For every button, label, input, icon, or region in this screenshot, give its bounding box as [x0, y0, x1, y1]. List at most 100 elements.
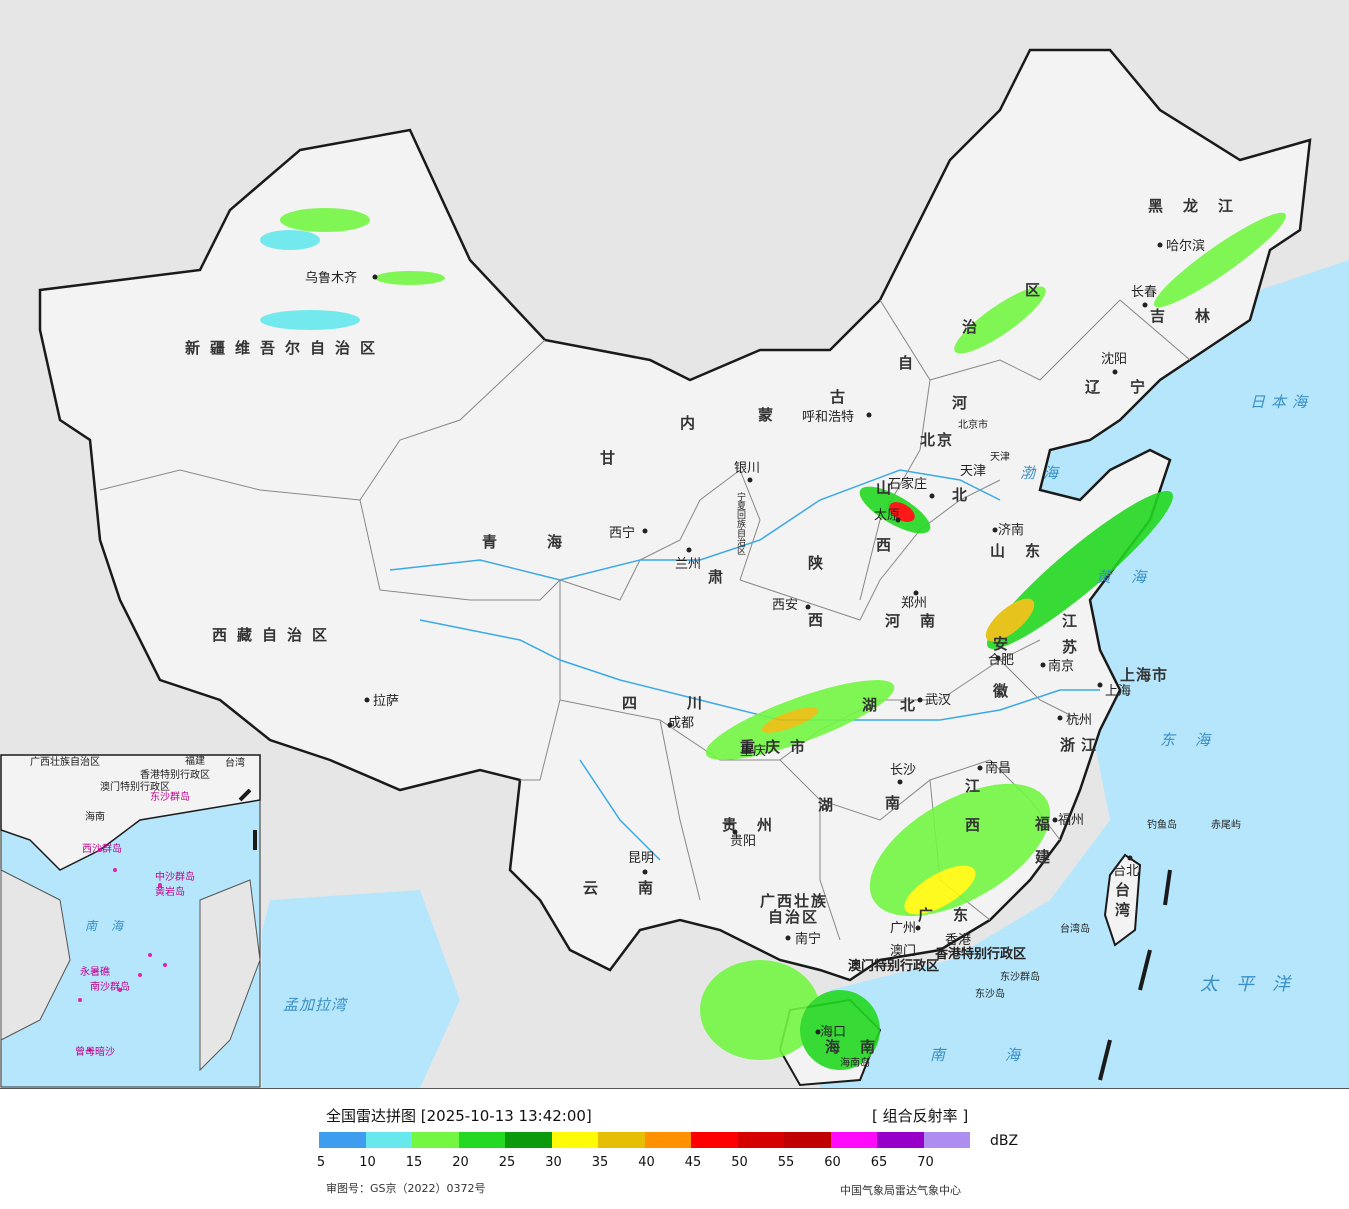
inset-guangxi: 广西壮族自治区: [30, 755, 100, 768]
inset-huangyan: 黄岩岛: [155, 885, 185, 898]
city-lhasa: 拉萨: [373, 694, 399, 709]
label-guangdong: 广东: [918, 906, 988, 924]
label-taiwan-1: 台: [1115, 881, 1140, 899]
scale-tick: 5: [316, 1155, 326, 1170]
city-urumqi: 乌鲁木齐: [305, 270, 357, 286]
scale-tick: 35: [591, 1155, 609, 1170]
label-guangxi-1: 广西壮族: [760, 892, 828, 910]
label-hunan-2: 南: [885, 794, 910, 812]
scale-tick: 25: [498, 1155, 516, 1170]
label-jilin: 吉林: [1150, 307, 1240, 325]
scale-tick: 40: [638, 1155, 655, 1170]
sea-bengal: 孟加拉湾: [283, 996, 349, 1014]
taiwan-island-shape: [1103, 853, 1142, 947]
agency-credit: 中国气象局雷达气象中心: [840, 1184, 961, 1197]
city-taipei: 台北: [1113, 864, 1139, 879]
scale-tick: 30: [545, 1155, 562, 1170]
label-hubei-1: 湖: [862, 696, 887, 714]
city-dongsha-island: 东沙岛: [975, 987, 1005, 1000]
bay-of-bengal-area: [262, 890, 460, 1088]
inset-zengmu: 曾母暗沙: [75, 1045, 115, 1058]
city-shanghai: 上海: [1105, 684, 1131, 699]
sea-bohai: 渤海: [1020, 464, 1066, 482]
city-yinchuan: 银川: [734, 461, 760, 476]
scale-tick: 60: [824, 1155, 841, 1170]
city-macao: 澳门: [890, 943, 916, 959]
label-chongqing: 重庆市: [740, 738, 815, 756]
approval-number: 审图号：GS京（2022）0372号: [326, 1182, 486, 1195]
city-changchun: 长春: [1131, 285, 1157, 300]
label-shanghai: 上海市: [1120, 666, 1168, 684]
city-hefei: 合肥: [988, 653, 1014, 668]
color-swatch: [784, 1132, 831, 1148]
label-shaanxi-1: 陕: [808, 554, 833, 572]
scale-tick: 20: [452, 1155, 469, 1170]
radar-map[interactable]: 新疆维吾尔自治区 西藏自治区 青海 甘 内 蒙 古 自 治 区 黑龙江 吉林 辽…: [0, 0, 1349, 1088]
inset-xisha: 西沙群岛: [82, 842, 122, 855]
city-changsha: 长沙: [890, 763, 916, 778]
inset-south-sea: 南海: [85, 919, 137, 933]
scale-tick: 50: [731, 1155, 748, 1170]
color-swatch: [319, 1132, 366, 1148]
city-jinan: 济南: [998, 522, 1024, 538]
city-fuzhou: 福州: [1058, 813, 1084, 828]
label-neimenggu-1: 内: [680, 414, 705, 432]
city-chengdu: 成都: [668, 716, 694, 731]
color-swatch: [505, 1132, 552, 1148]
label-neimenggu-3: 古: [830, 388, 855, 406]
legend-unit: dBZ: [990, 1133, 1019, 1149]
inset-zhongsha: 中沙群岛: [155, 870, 195, 883]
label-hainan-1: 海: [825, 1038, 850, 1056]
label-anhui-2: 徽: [992, 682, 1018, 700]
inset-fujian: 福建: [185, 754, 205, 767]
color-scale: [319, 1132, 970, 1148]
label-fujian-2: 建: [1035, 848, 1060, 866]
color-swatch: [644, 1132, 691, 1148]
city-chiwei: 赤尾屿: [1211, 819, 1241, 831]
inset-taiwan: 台湾: [225, 756, 245, 769]
color-swatch: [458, 1132, 505, 1148]
label-xinjiang: 新疆维吾尔自治区: [185, 339, 385, 357]
sea-pacific: 太平洋: [1200, 974, 1308, 995]
label-sichuan: 四川: [622, 694, 752, 712]
scale-tick: 45: [684, 1155, 702, 1170]
label-shanxi-2: 西: [876, 536, 901, 554]
label-guangxi-2: 自治区: [768, 908, 819, 926]
sea-east: 东海: [1160, 731, 1230, 749]
inset-yongshu: 永暑礁: [80, 965, 110, 978]
city-nanchang: 南昌: [985, 760, 1011, 776]
city-lanzhou: 兰州: [675, 557, 701, 572]
color-swatch: [412, 1132, 459, 1148]
label-guizhou: 贵州: [722, 816, 792, 834]
south-sea-inset: [0, 754, 261, 1088]
label-hebei-1: 河: [952, 394, 977, 412]
label-gansu-2: 肃: [708, 568, 733, 586]
label-zhejiang: 浙江: [1060, 736, 1102, 754]
label-jiangxi-1: 江: [965, 777, 990, 795]
city-hohhot: 呼和浩特: [802, 410, 854, 425]
city-beijing: 北京市: [958, 418, 988, 431]
label-xizang: 西藏自治区: [212, 626, 337, 644]
color-swatch: [365, 1132, 412, 1148]
city-hainan-island: 海南岛: [840, 1056, 870, 1069]
label-neimenggu-2: 蒙: [758, 406, 783, 424]
city-diaoyu: 钓鱼岛: [1147, 818, 1177, 831]
city-haikou: 海口: [820, 1025, 846, 1040]
legend-title: 全国雷达拼图 [2025-10-13 13:42:00]: [326, 1107, 592, 1125]
label-jiangsu-1: 江: [1062, 612, 1087, 630]
color-scale-ticks: 5 10 15 20 25 30 35 40 45 50 55 60 65 70: [316, 1155, 969, 1175]
label-jiangsu-2: 苏: [1062, 638, 1087, 656]
inset-hk: 香港特别行政区: [140, 768, 210, 781]
label-ningxia: 宁夏回族自治区: [735, 491, 746, 555]
label-hebei-2: 北: [952, 486, 977, 504]
label-liaoning: 辽宁: [1085, 378, 1175, 396]
city-shijiazhuang: 石家庄: [888, 476, 927, 492]
radar-echoes: [20, 208, 1287, 1070]
label-shanxi-1: 山: [876, 479, 901, 497]
dash-lines: [238, 788, 1172, 1081]
label-heilongjiang: 黑龙江: [1148, 197, 1253, 215]
color-swatch: [598, 1132, 645, 1148]
city-nanning: 南宁: [795, 931, 821, 947]
city-hongkong: 香港: [945, 933, 971, 948]
city-xian: 西安: [772, 598, 798, 613]
